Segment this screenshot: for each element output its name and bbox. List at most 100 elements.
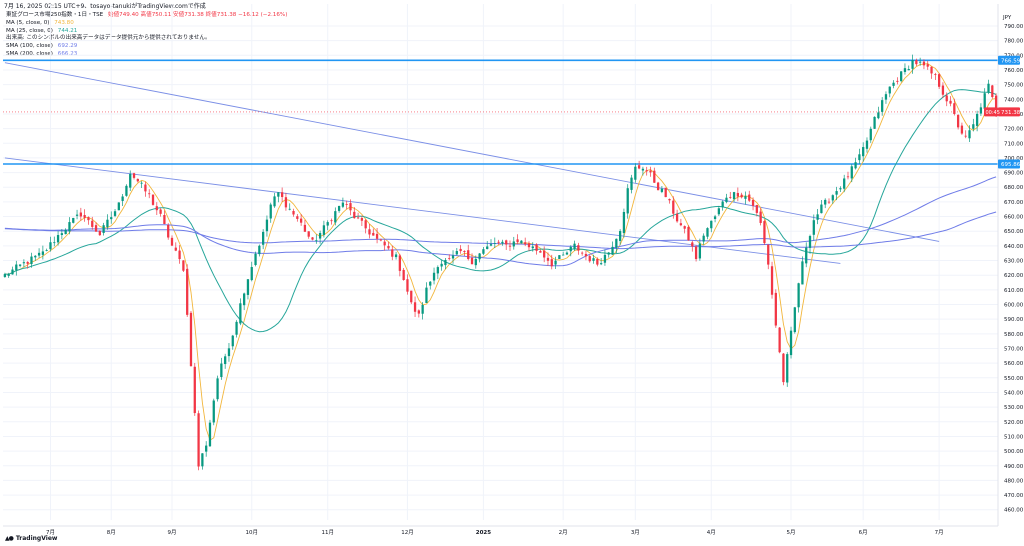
candle[interactable] xyxy=(584,253,588,257)
candle[interactable] xyxy=(774,292,777,326)
candle[interactable] xyxy=(645,170,648,172)
candle[interactable] xyxy=(364,220,367,229)
candle[interactable] xyxy=(763,221,766,244)
candle[interactable] xyxy=(258,245,261,255)
candle[interactable] xyxy=(170,237,174,246)
candle[interactable] xyxy=(729,196,732,198)
legend-volume[interactable]: 出来高: このシンボルの出来高データはデータ提供元から提供されておりません。 xyxy=(6,35,287,43)
candle[interactable] xyxy=(432,272,436,281)
candle[interactable] xyxy=(618,231,622,241)
candle[interactable] xyxy=(767,244,770,265)
candle[interactable] xyxy=(554,260,557,265)
candle[interactable] xyxy=(600,263,603,265)
candle[interactable] xyxy=(820,204,823,214)
candle[interactable] xyxy=(303,224,307,232)
candle[interactable] xyxy=(793,307,796,333)
candle[interactable] xyxy=(178,250,181,260)
candle[interactable] xyxy=(394,254,398,258)
candle[interactable] xyxy=(744,196,747,199)
candle[interactable] xyxy=(805,247,808,264)
candle[interactable] xyxy=(83,215,86,218)
candle[interactable] xyxy=(903,68,907,72)
candle[interactable] xyxy=(49,242,52,250)
candle[interactable] xyxy=(94,225,98,232)
candle[interactable] xyxy=(922,61,926,66)
candle[interactable] xyxy=(296,216,299,219)
candle[interactable] xyxy=(755,204,758,213)
candle[interactable] xyxy=(136,178,139,182)
candle[interactable] xyxy=(710,220,713,229)
candle[interactable] xyxy=(11,269,14,275)
candle[interactable] xyxy=(205,445,208,452)
candle[interactable] xyxy=(581,252,584,254)
candle[interactable] xyxy=(3,274,7,277)
candle[interactable] xyxy=(307,231,310,237)
candle[interactable] xyxy=(588,256,591,262)
candle[interactable] xyxy=(953,103,956,114)
candle[interactable] xyxy=(34,255,37,258)
candle[interactable] xyxy=(626,188,629,214)
candle[interactable] xyxy=(102,225,105,233)
candle[interactable] xyxy=(562,254,565,256)
candle[interactable] xyxy=(915,60,918,65)
candle[interactable] xyxy=(91,220,94,227)
candle[interactable] xyxy=(782,353,785,383)
candle[interactable] xyxy=(748,194,751,201)
candle[interactable] xyxy=(516,239,519,243)
candle[interactable] xyxy=(125,185,128,196)
candle[interactable] xyxy=(900,71,903,82)
candle[interactable] xyxy=(937,74,941,87)
candle[interactable] xyxy=(573,243,576,249)
candle[interactable] xyxy=(451,255,455,259)
candle[interactable] xyxy=(280,192,284,198)
candle[interactable] xyxy=(53,242,56,244)
candle[interactable] xyxy=(474,258,477,266)
candle[interactable] xyxy=(934,74,937,75)
candle[interactable] xyxy=(869,128,872,141)
candle[interactable] xyxy=(239,303,242,324)
candle[interactable] xyxy=(675,213,679,222)
candle[interactable] xyxy=(37,252,41,256)
candle[interactable] xyxy=(406,279,409,292)
candle[interactable] xyxy=(919,61,922,63)
candle[interactable] xyxy=(7,274,10,276)
candle[interactable] xyxy=(505,240,508,245)
candle[interactable] xyxy=(68,222,71,232)
candle[interactable] xyxy=(436,267,439,274)
candle[interactable] xyxy=(778,327,781,353)
candle[interactable] xyxy=(489,244,493,246)
candle[interactable] xyxy=(770,266,774,295)
candle[interactable] xyxy=(72,217,75,223)
candle[interactable] xyxy=(334,211,337,223)
candle[interactable] xyxy=(698,243,702,259)
candle[interactable] xyxy=(501,241,504,244)
candle[interactable] xyxy=(983,93,986,109)
candle[interactable] xyxy=(751,200,755,206)
candle[interactable] xyxy=(121,196,124,201)
candle[interactable] xyxy=(163,215,166,224)
candle[interactable] xyxy=(75,214,79,216)
candle[interactable] xyxy=(429,281,432,286)
candle[interactable] xyxy=(865,140,869,149)
candle[interactable] xyxy=(41,251,45,255)
candle[interactable] xyxy=(224,356,227,365)
candle[interactable] xyxy=(550,259,553,267)
candle[interactable] xyxy=(493,243,496,244)
price-tag[interactable] xyxy=(998,55,1020,65)
candle[interactable] xyxy=(413,302,417,312)
candle[interactable] xyxy=(524,242,527,245)
candle[interactable] xyxy=(672,200,675,214)
candle[interactable] xyxy=(979,107,983,114)
candle[interactable] xyxy=(356,217,360,219)
candle[interactable] xyxy=(387,245,390,249)
candle[interactable] xyxy=(854,162,857,169)
candle[interactable] xyxy=(315,240,318,242)
candle[interactable] xyxy=(930,66,933,74)
candle[interactable] xyxy=(159,209,162,214)
candle[interactable] xyxy=(151,194,155,205)
candle[interactable] xyxy=(603,254,607,263)
candle[interactable] xyxy=(398,255,401,271)
candle[interactable] xyxy=(220,363,223,377)
candle[interactable] xyxy=(539,250,542,253)
candle[interactable] xyxy=(949,100,952,104)
